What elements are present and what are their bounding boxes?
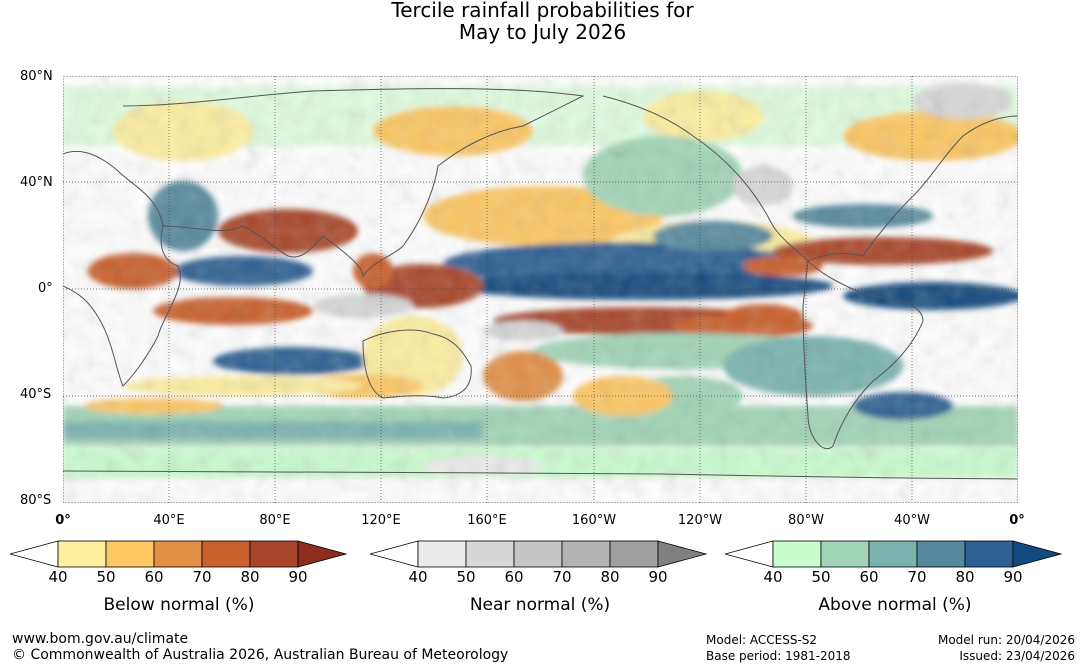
footer-issued: Issued: 23/04/2026 — [959, 649, 1075, 663]
footer-model: Model: ACCESS-S2 — [706, 633, 818, 647]
lon-label-0-right: 0° — [1009, 513, 1025, 528]
lat-label-80s: 80°S — [20, 493, 52, 508]
footer-url[interactable]: www.bom.gov.au/climate — [12, 631, 189, 647]
colorbar-below-normal-tick: 60 — [144, 568, 164, 586]
colorbar-near-normal-swatch — [561, 540, 611, 568]
colorbar-near-normal-upper-arrow — [657, 540, 708, 568]
lat-label-40s: 40°S — [20, 387, 52, 402]
colorbar-below-normal-lower-arrow — [10, 540, 59, 568]
footer-model-run: Model run: 20/04/2026 — [937, 633, 1075, 647]
colorbar-below-normal-tick: 70 — [192, 568, 212, 586]
colorbar-below-normal — [10, 540, 348, 568]
colorbar-below-normal-tick: 80 — [240, 568, 260, 586]
lat-label-80n: 80°N — [20, 69, 53, 84]
australia-coast — [362, 329, 472, 399]
lon-label-40w: 40°W — [894, 513, 930, 528]
colorbar-below-normal-swatch — [57, 540, 107, 568]
colorbar-label-near-normal: Near normal (%) — [469, 595, 611, 615]
lon-label-120e: 120°E — [361, 513, 401, 528]
colorbar-near-normal-lower-arrow — [370, 540, 419, 568]
colorbar-near-normal-swatch — [609, 540, 659, 568]
colorbar-above-normal-upper-arrow — [1012, 540, 1063, 568]
lon-label-120w: 120°W — [677, 513, 723, 528]
colorbar-below-normal-tick: 40 — [48, 568, 68, 586]
colorbar-near-normal-tick: 50 — [456, 568, 476, 586]
colorbar-above-normal — [725, 540, 1063, 568]
colorbar-above-normal-tick: 60 — [859, 568, 879, 586]
colorbar-label-above-normal: Above normal (%) — [818, 595, 972, 615]
colorbar-near-normal-swatch — [465, 540, 515, 568]
lat-label-40n: 40°N — [20, 175, 53, 190]
colorbar-below-normal-swatch — [249, 540, 299, 568]
colorbar-label-below-normal: Below normal (%) — [103, 595, 255, 615]
colorbar-above-normal-tick: 70 — [907, 568, 927, 586]
colorbar-above-normal-swatch — [772, 540, 822, 568]
colorbar-above-normal-tick: 50 — [811, 568, 831, 586]
colorbar-above-normal-tick: 40 — [763, 568, 783, 586]
footer-base-period: Base period: 1981-2018 — [706, 649, 851, 663]
colorbar-near-normal-tick: 80 — [600, 568, 620, 586]
south-america-coast — [802, 259, 924, 449]
colorbar-above-normal-swatch — [868, 540, 918, 568]
colorbar-above-normal-tick: 80 — [955, 568, 975, 586]
colorbar-near-normal-swatch — [417, 540, 467, 568]
colorbar-near-normal-tick: 90 — [648, 568, 668, 586]
colorbar-below-normal-swatch — [153, 540, 203, 568]
graticule — [63, 76, 1018, 503]
eurasia-coast — [122, 88, 585, 278]
field-texture — [63, 76, 1018, 503]
colorbar-near-normal-tick: 40 — [408, 568, 428, 586]
north-america-coast — [602, 95, 1018, 262]
map-title-line-1: Tercile rainfall probabilities for — [391, 0, 694, 22]
colorbar-near-normal-swatch — [513, 540, 563, 568]
lon-label-160w: 160°W — [571, 513, 617, 528]
footer-copyright: © Commonwealth of Australia 2026, Austra… — [12, 647, 509, 663]
map-title-line-2: May to July 2026 — [458, 20, 627, 44]
colorbar-near-normal — [370, 540, 708, 568]
colorbar-above-normal-swatch — [916, 540, 966, 568]
colorbar-above-normal-swatch — [964, 540, 1014, 568]
colorbar-near-normal-tick: 60 — [504, 568, 524, 586]
colorbar-below-normal-upper-arrow — [297, 540, 348, 568]
colorbar-above-normal-lower-arrow — [725, 540, 774, 568]
colorbar-below-normal-swatch — [201, 540, 251, 568]
coastlines — [63, 88, 1018, 480]
lon-label-0-left: 0° — [55, 513, 71, 528]
antarctica-coast — [63, 470, 1018, 480]
lon-label-160e: 160°E — [467, 513, 507, 528]
lon-label-40e: 40°E — [153, 513, 185, 528]
colorbar-above-normal-tick: 90 — [1003, 568, 1023, 586]
colorbar-above-normal-swatch — [820, 540, 870, 568]
rainfall-probability-map — [63, 76, 1018, 503]
lon-label-80w: 80°W — [788, 513, 824, 528]
colorbar-below-normal-tick: 90 — [288, 568, 308, 586]
colorbar-below-normal-swatch — [105, 540, 155, 568]
lon-label-80e: 80°E — [259, 513, 291, 528]
colorbar-below-normal-tick: 50 — [96, 568, 116, 586]
africa-coast — [63, 150, 181, 387]
lat-label-equator: 0° — [38, 281, 53, 296]
colorbar-near-normal-tick: 70 — [552, 568, 572, 586]
